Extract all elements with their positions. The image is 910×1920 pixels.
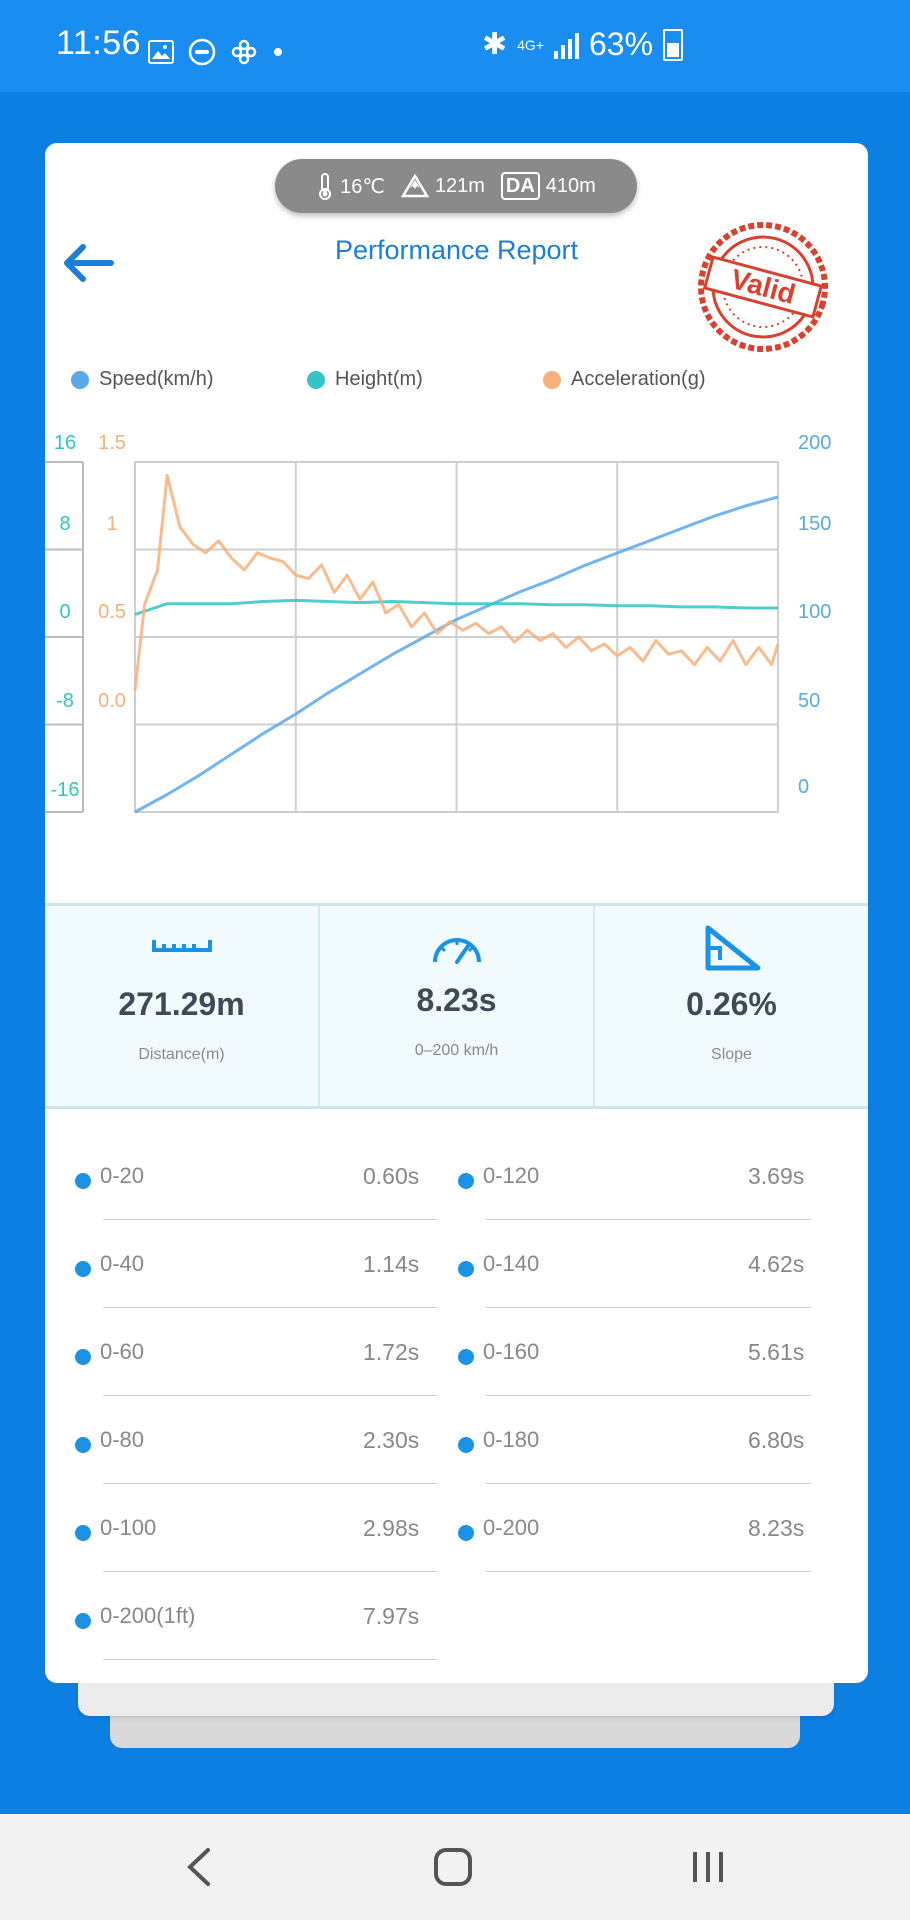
page-title: Performance Report [334,235,579,265]
back-arrow-icon[interactable] [59,233,119,293]
accel-tick-label: 0.5 [98,601,126,623]
performance-chart: 16 8 0 -8 -16 1.5 1 0.5 0.0 200 150 100 50 0 [45,432,831,814]
series-line-height [134,598,778,616]
stats-panel: 271.29m Distance(m) 8.23s 0–200 km/h 0.2… [45,903,868,1109]
app-badge-icon [188,38,216,66]
speed-tick-label: 200 [798,432,831,454]
series-line-speed [134,495,779,814]
accel-tick-label: 0.0 [98,690,126,712]
battery-icon [663,28,684,61]
distance-value: 271.29m [118,986,245,1022]
height-tick-label: -16 [51,779,80,801]
altitude: 121m [434,174,485,197]
split-row: 0-60 1.72s [45,1309,437,1397]
time-label: 0–200 km/h [414,1042,499,1059]
accel-tick-label: 1.5 [98,432,126,454]
chart-legend: Speed(km/h) Height(m) Acceleration(g) [45,368,868,398]
series-line-accel [133,473,780,691]
slope-icon [705,925,760,971]
split-row: 0-80 2.30s [45,1397,437,1485]
split-row: 0-160 5.61s [428,1309,858,1397]
height-tick-label: 16 [54,432,76,454]
network-type: 4G+ [517,36,544,53]
speed-tick-label: 50 [798,690,820,712]
ruler-icon [151,940,212,952]
split-row: 0-100 2.98s [45,1485,437,1573]
time-value: 8.23s [416,982,497,1018]
weather-pill: 16℃ 121m DA 410m [275,159,637,213]
temperature: 16℃ [340,175,385,198]
mountain-icon [400,174,429,198]
status-time: 11:56 [56,24,142,62]
stat-slope: 0.26% Slope [595,906,868,1106]
battery-percent: 63% [589,26,654,62]
status-bar: 11:56 ✱ 4G+ 63% [0,0,910,92]
signal-icon [554,31,579,59]
legend-height: Height(m) [307,368,423,391]
slope-value: 0.26% [686,986,777,1022]
system-icons: ✱ 4G+ 63% [482,26,684,63]
valid-stamp: Valid [698,222,828,352]
legend-speed: Speed(km/h) [71,368,214,391]
split-row: 0-20 0.60s [45,1133,437,1221]
nav-home-icon[interactable] [432,1842,474,1892]
split-row: 0-200(1ft) 7.97s [45,1573,437,1661]
distance-label: Distance(m) [138,1046,225,1063]
nav-recents-icon[interactable] [690,1842,726,1892]
speed-tick-label: 150 [798,513,831,535]
legend-acceleration: Acceleration(g) [543,368,706,391]
speedometer-icon [432,938,481,964]
density-altitude-badge: DA [500,172,540,200]
notification-icons [148,38,284,66]
density-altitude: 410m [545,174,596,197]
slope-label: Slope [711,1046,752,1063]
speed-tick-label: 100 [798,601,831,623]
split-row: 0-140 4.62s [428,1221,858,1309]
height-tick-label: 8 [59,513,70,535]
stat-time: 8.23s 0–200 km/h [320,906,595,1106]
split-row: 0-200 8.23s [428,1485,858,1573]
accel-tick-label: 1 [106,513,117,535]
height-tick-label: 0 [59,601,70,623]
bluetooth-icon: ✱ [482,28,508,61]
split-row: 0-120 3.69s [428,1133,858,1221]
nav-back-icon[interactable] [180,1842,216,1892]
thermometer-icon [319,173,332,200]
navigation-bar [0,1814,910,1920]
gallery-icon [148,40,174,64]
snowflake-icon [231,39,257,65]
height-tick-label: -8 [56,690,74,712]
speed-tick-label: 0 [798,776,809,798]
stat-distance: 271.29m Distance(m) [45,906,320,1106]
split-row: 0-180 6.80s [428,1397,858,1485]
more-notifications-icon [274,48,282,56]
performance-report-card: 16℃ 121m DA 410m Performance Report Vali… [45,143,868,1683]
split-row: 0-40 1.14s [45,1221,437,1309]
